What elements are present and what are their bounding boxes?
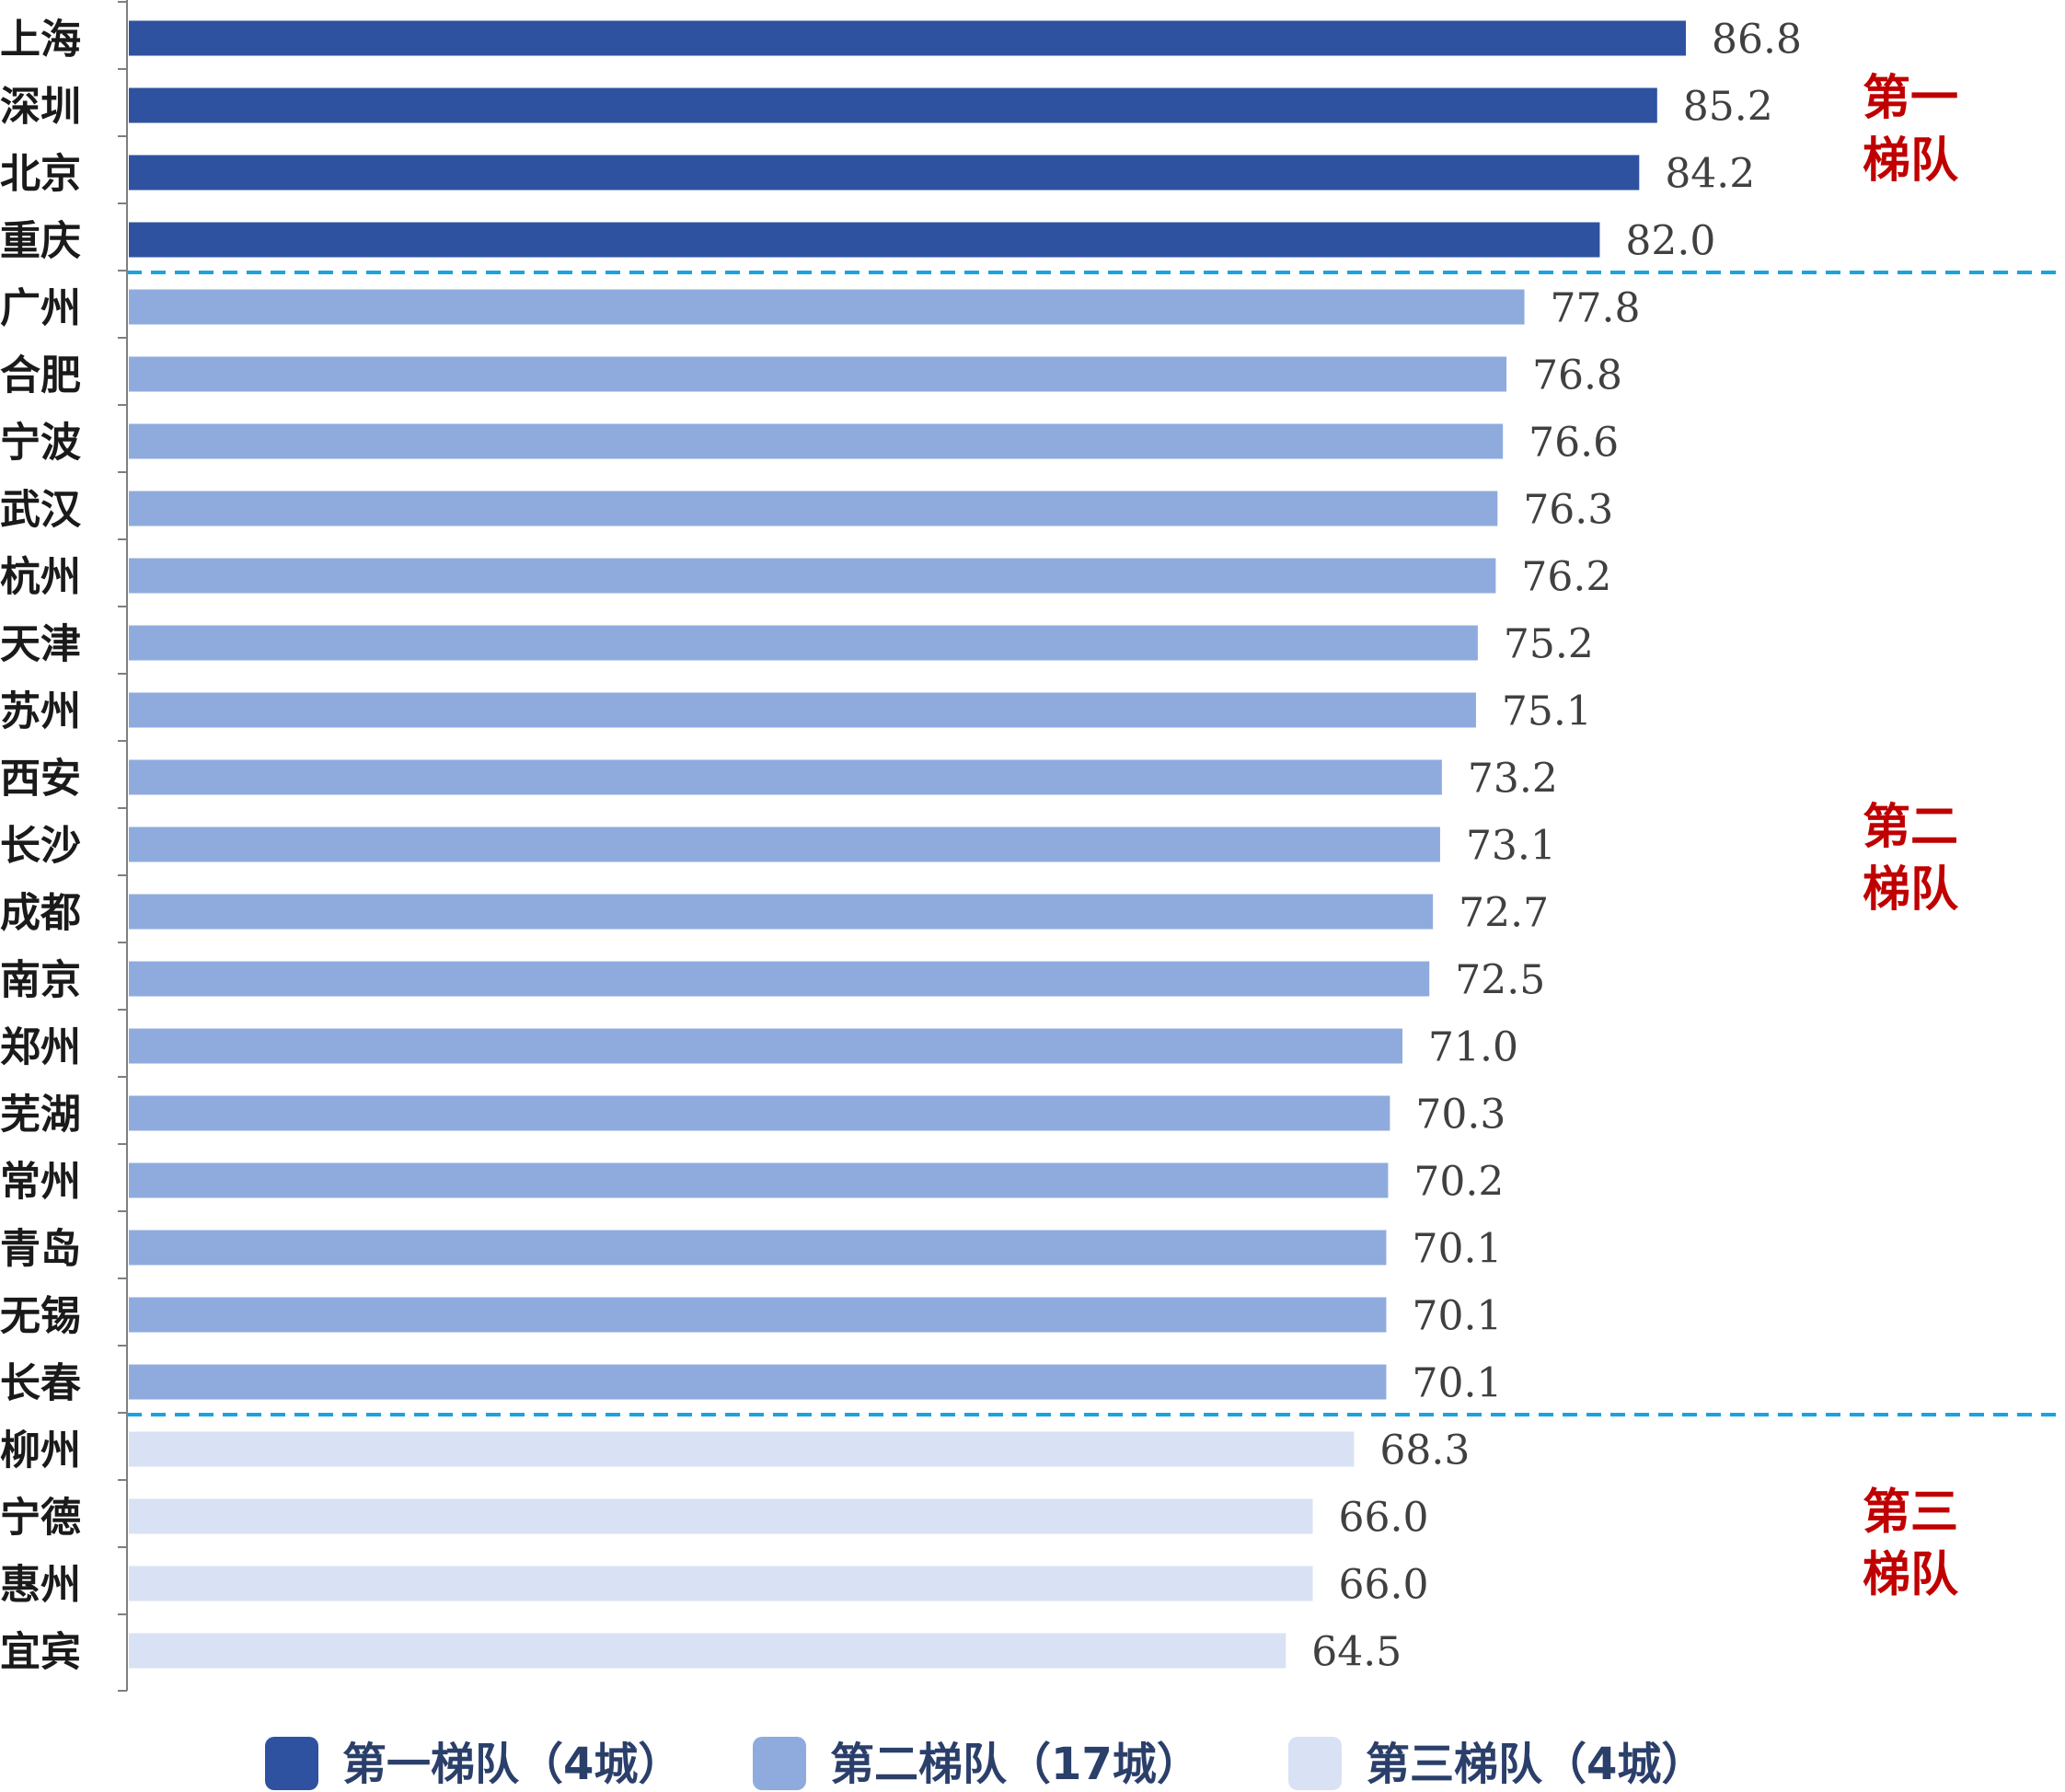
value-label: 70.3 <box>1415 1092 1505 1139</box>
category-label: 广州 <box>0 285 81 332</box>
value-label: 70.1 <box>1412 1226 1502 1273</box>
bar <box>129 356 1507 392</box>
value-label: 68.3 <box>1379 1428 1470 1474</box>
tier-label-line1: 第二 <box>1863 800 1958 855</box>
bar <box>129 1297 1387 1333</box>
bar <box>129 289 1525 325</box>
category-label: 柳州 <box>0 1428 81 1474</box>
bar <box>129 558 1496 594</box>
category-label: 成都 <box>0 890 81 937</box>
value-label: 84.2 <box>1665 151 1755 198</box>
bar <box>129 1364 1387 1400</box>
bar <box>129 222 1600 258</box>
value-label: 82.0 <box>1625 218 1715 265</box>
category-label: 青岛 <box>0 1226 81 1273</box>
category-label: 武汉 <box>0 487 82 534</box>
value-label: 76.3 <box>1523 487 1613 534</box>
bar <box>129 759 1442 795</box>
category-label: 深圳 <box>0 84 81 131</box>
value-label: 70.1 <box>1412 1293 1502 1340</box>
bars <box>129 20 1686 1669</box>
bar <box>129 1162 1389 1198</box>
legend: 第一梯队（4城） 第二梯队（17城） 第三梯队（4城） <box>265 1737 1705 1790</box>
value-label: 70.1 <box>1412 1360 1502 1407</box>
value-label: 72.7 <box>1459 890 1549 937</box>
category-label: 苏州 <box>0 688 81 735</box>
bar <box>129 1431 1355 1467</box>
value-label: 77.8 <box>1551 285 1641 332</box>
tier-label-line2: 梯队 <box>1863 862 1959 918</box>
value-label: 86.8 <box>1712 17 1802 64</box>
bar <box>129 155 1640 191</box>
bar <box>129 20 1686 56</box>
value-label: 64.5 <box>1311 1629 1402 1676</box>
value-label: 66.0 <box>1339 1562 1429 1609</box>
tier-label-line2: 梯队 <box>1863 133 1959 189</box>
category-label: 惠州 <box>0 1562 81 1609</box>
bar <box>129 491 1498 526</box>
category-label: 杭州 <box>0 554 81 601</box>
category-label: 北京 <box>0 151 81 198</box>
bar <box>129 423 1504 459</box>
value-label: 75.2 <box>1504 621 1594 668</box>
bar <box>129 1566 1313 1601</box>
value-label: 73.1 <box>1466 823 1556 870</box>
value-label: 71.0 <box>1428 1024 1518 1071</box>
legend-swatch <box>753 1737 806 1790</box>
value-label: 73.2 <box>1468 756 1558 803</box>
bar <box>129 1498 1313 1534</box>
bar <box>129 1633 1286 1669</box>
category-label: 无锡 <box>0 1293 81 1340</box>
bar <box>129 894 1434 930</box>
legend-swatch <box>265 1737 318 1790</box>
bar <box>129 87 1657 123</box>
bar <box>129 625 1478 661</box>
tier-label-line2: 梯队 <box>1863 1547 1959 1602</box>
category-label: 天津 <box>0 621 81 668</box>
bar <box>129 1095 1390 1131</box>
bar <box>129 1028 1403 1064</box>
y-axis <box>118 0 128 1692</box>
bar <box>129 692 1476 728</box>
category-label: 西安 <box>0 756 81 803</box>
value-label: 76.2 <box>1521 554 1611 601</box>
tier-label-line1: 第三 <box>1863 1485 1958 1540</box>
value-label: 66.0 <box>1339 1495 1429 1542</box>
category-label: 长沙 <box>0 823 81 870</box>
legend-label: 第三梯队（4城） <box>1366 1739 1705 1790</box>
category-label: 南京 <box>0 957 81 1004</box>
bar <box>129 1230 1387 1266</box>
legend-swatch <box>1288 1737 1342 1790</box>
category-label: 宁波 <box>0 420 81 467</box>
category-label: 郑州 <box>0 1024 81 1071</box>
category-label: 长春 <box>0 1360 81 1407</box>
legend-label: 第二梯队（17城） <box>830 1739 1201 1790</box>
value-label: 76.6 <box>1529 420 1619 467</box>
value-label: 75.1 <box>1502 688 1592 735</box>
bar <box>129 961 1430 997</box>
category-label: 芜湖 <box>0 1092 81 1139</box>
labels: 上海 86.8 深圳 85.2 北京 84.2 重庆 82.0 广州 77.8 合肥 76.8 宁波 76… <box>0 17 1802 1676</box>
category-label: 重庆 <box>0 218 81 265</box>
value-label: 72.5 <box>1455 957 1545 1004</box>
legend-label: 第一梯队（4城） <box>342 1739 682 1790</box>
category-label: 常州 <box>0 1159 81 1206</box>
value-label: 70.2 <box>1413 1159 1504 1206</box>
tier-label-line1: 第一 <box>1863 71 1958 126</box>
category-label: 宜宾 <box>0 1629 81 1676</box>
category-label: 上海 <box>0 17 81 64</box>
category-label: 宁德 <box>0 1495 81 1542</box>
value-label: 76.8 <box>1532 353 1622 399</box>
value-label: 85.2 <box>1683 84 1773 131</box>
category-label: 合肥 <box>0 353 81 399</box>
bar <box>129 827 1440 862</box>
